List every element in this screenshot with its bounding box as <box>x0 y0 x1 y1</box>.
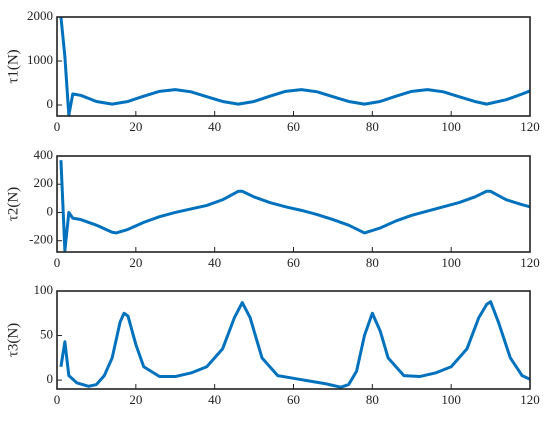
y-tick-label: 0 <box>47 203 54 218</box>
x-tick-label: 20 <box>129 392 142 407</box>
data-line <box>59 160 531 253</box>
axes-frame <box>56 155 531 253</box>
y-axis-label: τ1(N) <box>5 49 21 83</box>
y-tick-label: 0 <box>47 96 54 111</box>
x-tick-label: 20 <box>129 255 142 270</box>
x-tick-label: 120 <box>520 255 540 270</box>
x-tick-label: 60 <box>287 119 300 134</box>
x-tick-label: 40 <box>208 392 221 407</box>
x-tick-label: 20 <box>129 119 142 134</box>
x-tick-label: 100 <box>441 255 461 270</box>
x-tick-label: 60 <box>287 255 300 270</box>
x-tick-label: 120 <box>520 119 540 134</box>
y-tick-label: 50 <box>40 327 53 342</box>
data-line <box>59 300 531 389</box>
x-tick-label: 0 <box>54 392 61 407</box>
y-tick-label: -200 <box>29 232 53 247</box>
x-tick-label: 80 <box>366 392 379 407</box>
axes-frame <box>56 290 531 390</box>
y-tick-label: 2000 <box>27 8 53 23</box>
x-tick-label: 40 <box>208 255 221 270</box>
y-tick-label: 200 <box>34 175 54 190</box>
y-tick-label: 1000 <box>27 52 53 67</box>
data-line <box>59 16 531 117</box>
y-tick-label: 400 <box>34 147 54 162</box>
x-tick-label: 80 <box>366 119 379 134</box>
x-tick-label: 0 <box>54 119 61 134</box>
x-tick-label: 60 <box>287 392 300 407</box>
axes-frame <box>56 16 531 117</box>
x-tick-label: 100 <box>441 392 461 407</box>
y-axis-label: τ2(N) <box>5 187 21 221</box>
y-tick-label: 100 <box>34 282 54 297</box>
x-tick-label: 100 <box>441 119 461 134</box>
x-tick-label: 40 <box>208 119 221 134</box>
y-tick-label: 0 <box>47 371 54 386</box>
x-tick-label: 0 <box>54 255 61 270</box>
x-tick-label: 80 <box>366 255 379 270</box>
x-tick-label: 120 <box>520 392 540 407</box>
y-axis-label: τ3(N) <box>5 323 21 357</box>
